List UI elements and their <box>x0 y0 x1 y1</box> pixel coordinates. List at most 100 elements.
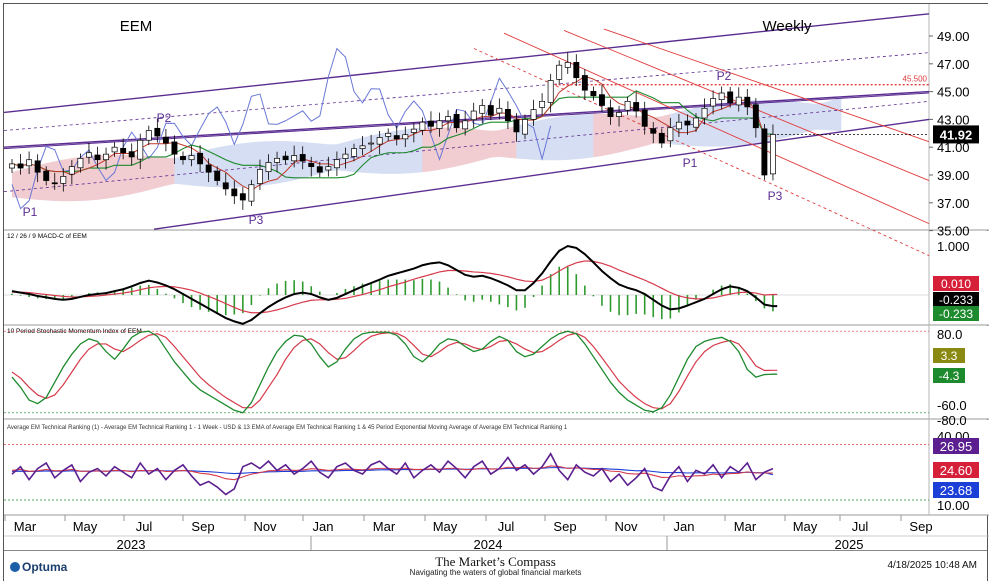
candle-body <box>556 64 563 80</box>
candle-body <box>111 146 118 153</box>
ranking-badge-1 <box>933 462 979 478</box>
smi-tick-label-1: -60.0 <box>937 398 967 413</box>
candle-body <box>26 159 33 167</box>
candle-body <box>624 100 631 111</box>
optuma-logo-icon <box>10 562 20 572</box>
candle-body <box>325 166 332 171</box>
month-label-8: Jul <box>498 519 515 534</box>
candle-body <box>513 119 520 133</box>
candle-body <box>128 151 135 158</box>
candle-body <box>693 117 699 128</box>
price-tick-label: 45.00 <box>937 85 970 100</box>
fib-line-3 <box>473 48 930 257</box>
macd-badge-label-0: 0.010 <box>941 277 971 291</box>
month-label-6: Mar <box>373 519 396 534</box>
pivot-label-5: P2 <box>717 69 732 83</box>
candle-body <box>257 169 263 184</box>
candle-body <box>410 128 417 133</box>
pivot-label-4: P1 <box>683 156 698 170</box>
ranking-tick-label-1: 10.00 <box>937 498 970 513</box>
candle-body <box>180 156 186 161</box>
month-label-13: May <box>793 519 818 534</box>
candle-body <box>445 116 452 122</box>
pivot-label-2: P2 <box>157 111 172 125</box>
month-label-1: May <box>73 519 98 534</box>
candle-body <box>274 157 281 163</box>
candle-body <box>120 147 127 154</box>
price-tick-label: 41.00 <box>937 140 970 155</box>
candle-body <box>393 135 400 140</box>
month-label-15: Sep <box>909 519 932 534</box>
candle-body <box>77 157 84 169</box>
candle-body <box>351 148 357 157</box>
pivot-label-6: P3 <box>768 189 783 203</box>
ranking-badge-label-0: 26.95 <box>940 439 973 454</box>
footer-bar: Optuma The Market’s Compass Navigating t… <box>4 550 987 581</box>
year-label-0: 2023 <box>117 537 146 550</box>
candle-body <box>342 153 349 159</box>
year-label-1: 2024 <box>474 537 503 550</box>
candle-body <box>265 162 272 173</box>
candle-body <box>154 127 161 137</box>
candle-body <box>710 98 717 107</box>
candle-body <box>752 104 759 129</box>
smi-tick-label-2: -80.0 <box>937 413 967 428</box>
macd-badge-label-1: -0.233 <box>939 293 973 307</box>
month-label-0: Mar <box>14 519 37 534</box>
candle-body <box>701 107 708 119</box>
channel-dashed-1 <box>3 100 930 193</box>
channel-line-0 <box>3 90 930 148</box>
candle-body <box>291 155 298 162</box>
channel-dashed-0 <box>3 52 930 131</box>
macd-badge-0 <box>933 276 979 291</box>
candle-body <box>68 166 75 175</box>
smi-badge-label-1: -4.3 <box>939 369 960 383</box>
pivot-label-3: P3 <box>249 213 264 227</box>
reference-level-label: 45.500 <box>903 75 928 84</box>
pivot-label-1: P1 <box>23 205 38 219</box>
price-tick-label: 47.00 <box>937 57 970 72</box>
candle-body <box>9 163 15 169</box>
candle-body <box>43 170 50 181</box>
candle-body <box>316 166 323 173</box>
candle-body <box>718 92 725 101</box>
candle-body <box>333 159 340 169</box>
candle-body <box>496 107 503 114</box>
candle-body <box>547 80 554 103</box>
candle-body <box>239 193 246 201</box>
candle-body <box>137 139 144 160</box>
month-label-5: Jan <box>313 519 334 534</box>
candle-body <box>51 182 58 185</box>
candle-body <box>188 155 195 161</box>
last-price-badge <box>933 125 979 144</box>
candle-body <box>684 120 691 126</box>
smi-badge-1 <box>933 368 965 383</box>
ranking-badge-label-2: 23.68 <box>940 483 973 498</box>
candle-body <box>487 105 494 116</box>
candle-body <box>735 96 742 106</box>
candle-body <box>675 121 682 130</box>
macd-signal-line <box>12 260 778 314</box>
last-price-label: 41.92 <box>940 127 973 142</box>
candle-body <box>197 152 204 165</box>
candle-body <box>573 62 580 79</box>
candle-body <box>85 152 92 158</box>
candle-body <box>17 163 24 169</box>
optuma-logo: Optuma <box>10 560 67 574</box>
macd-badge-2 <box>933 306 979 321</box>
candle-body <box>402 134 409 140</box>
ranking-badge-label-1: 24.60 <box>940 463 973 478</box>
ranking-line <box>11 452 774 496</box>
candle-body <box>436 120 443 129</box>
candle-body <box>60 176 67 184</box>
price-tick-label: 35.00 <box>937 224 970 239</box>
candle-body <box>479 105 486 114</box>
ranking-badge-0 <box>933 438 979 454</box>
candle-body <box>564 62 571 68</box>
pane-bg-1 <box>4 231 989 325</box>
candle-body <box>222 182 229 190</box>
price-tick-label: 43.00 <box>937 112 970 127</box>
candle-body <box>103 153 109 161</box>
fib-line-2 <box>603 28 930 143</box>
candle-body <box>248 184 255 202</box>
